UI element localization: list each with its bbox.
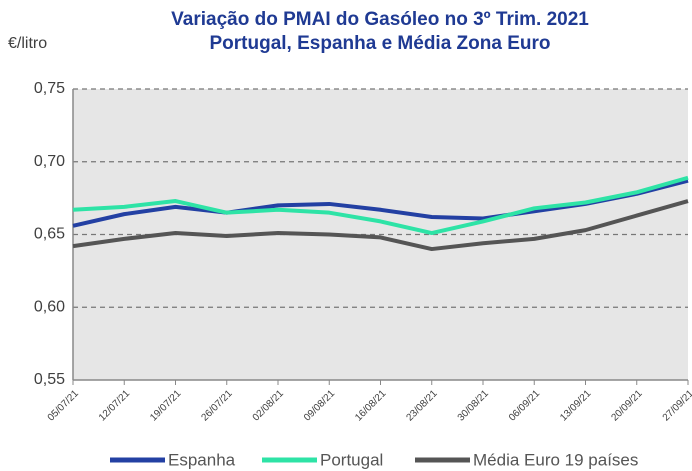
x-tick-label: 23/08/21 xyxy=(404,388,440,424)
y-axis-label: €/litro xyxy=(8,35,47,52)
x-tick-label: 06/09/21 xyxy=(507,388,543,424)
x-tick-label: 12/07/21 xyxy=(97,388,133,424)
x-tick-label: 05/07/21 xyxy=(46,388,82,424)
chart-title: Variação do PMAI do Gasóleo no 3º Trim. … xyxy=(171,9,589,30)
legend-label: Espanha xyxy=(168,450,236,469)
y-tick-label: 0,65 xyxy=(34,226,65,243)
chart-subtitle: Portugal, Espanha e Média Zona Euro xyxy=(210,33,551,54)
x-tick-label: 19/07/21 xyxy=(148,388,184,424)
series-line xyxy=(72,175,689,236)
x-tick-label: 16/08/21 xyxy=(353,388,389,424)
x-tick-label: 26/07/21 xyxy=(199,388,235,424)
y-tick-label: 0,75 xyxy=(34,80,65,97)
y-tick-label: 0,55 xyxy=(34,371,65,388)
legend-label: Portugal xyxy=(320,450,383,469)
legend-label: Média Euro 19 países xyxy=(473,450,638,469)
x-tick-label: 27/09/21 xyxy=(661,388,692,424)
series-line xyxy=(72,199,689,252)
y-tick-label: 0,70 xyxy=(34,153,65,170)
x-tick-label: 20/09/21 xyxy=(609,388,645,424)
y-tick-label: 0,60 xyxy=(34,298,65,315)
x-tick-label: 02/08/21 xyxy=(251,388,287,424)
x-tick-label: 09/08/21 xyxy=(302,388,338,424)
x-tick-label: 13/09/21 xyxy=(558,388,594,424)
x-tick-label: 30/08/21 xyxy=(456,388,492,424)
